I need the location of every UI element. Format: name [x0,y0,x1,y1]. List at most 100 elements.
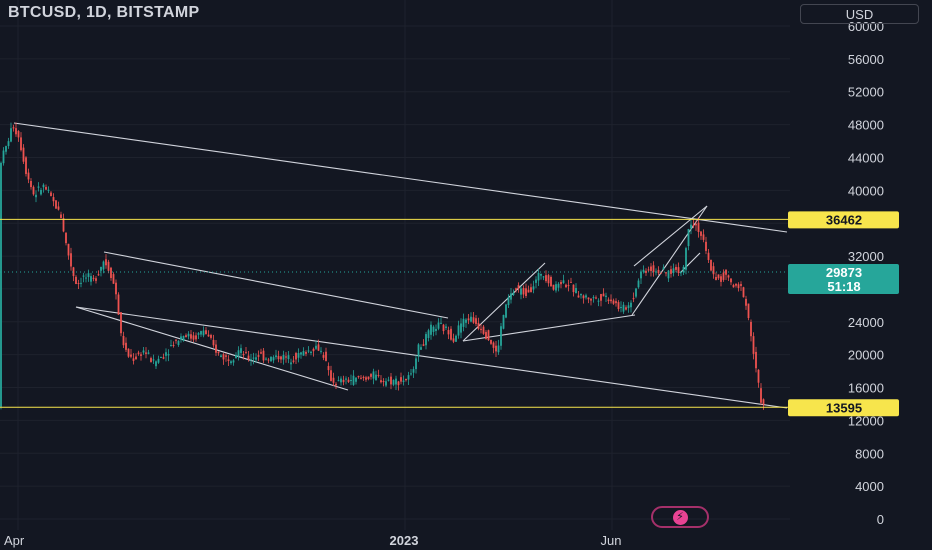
trend-line [75,306,788,409]
candle-body [82,275,85,277]
candle-body [167,354,170,356]
candle-body [670,269,672,274]
candle-body [587,297,590,300]
candle-body [582,295,585,299]
candle-body [50,192,52,197]
candle-body [205,330,207,335]
candle-body [672,268,675,273]
candle-body [675,267,677,270]
candle-body [547,275,550,284]
candle-body [267,359,270,361]
candle-body [112,274,115,284]
candle-body [567,285,570,287]
candle-body [622,304,625,312]
candle-body [430,324,432,335]
candle-body [645,270,647,273]
candle-body [292,360,295,362]
candle-body [762,399,765,405]
candle-body [242,353,245,356]
candle-body [215,344,217,353]
candle-body [540,273,542,276]
candle-body [140,354,142,356]
candle-body [480,328,482,330]
candle-body [520,288,522,295]
candle-body [100,266,102,271]
candle-body [627,305,630,309]
candle-body [150,358,152,363]
candle-body [152,359,155,361]
candle-body [302,351,305,356]
y-tick-label: 44000 [848,150,884,165]
candle-body [575,288,577,294]
candle-body [482,326,485,334]
candle-body [277,355,280,360]
candle-body [542,276,545,278]
candle-body [707,252,710,260]
candle-body [52,197,55,202]
candle-body [590,298,592,301]
candle-body [172,344,175,346]
candle-body [197,333,200,335]
candle-body [207,334,210,337]
candle-body [170,345,172,347]
candle-body [240,348,242,353]
candle-body [260,352,262,354]
candle-body [285,356,287,358]
candle-body [0,162,2,407]
candle-body [465,319,467,323]
candle-body [667,270,670,279]
candle-body [190,334,192,339]
candle-body [85,277,87,279]
candle-body [392,380,395,385]
candle-body [552,284,555,290]
candle-body [432,326,435,332]
candle-body [757,369,760,383]
candle-body [452,338,455,342]
candle-body [310,351,312,354]
candle-body [405,378,407,381]
candle-body [217,351,220,354]
candle-body [565,284,567,288]
candle-body [555,284,557,291]
candle-body [390,376,392,385]
candle-body [400,377,402,382]
candle-body [685,248,687,270]
candle-body [717,274,720,279]
candle-body [570,281,572,283]
candle-body [87,273,90,278]
candle-body [195,335,197,340]
candle-body [407,375,410,380]
candle-body [635,288,637,297]
candle-body [270,356,272,362]
candle-body [245,352,247,354]
candle-body [640,271,642,279]
candle-body [362,376,365,378]
y-tick-label: 52000 [848,85,884,100]
candle-body [155,361,157,367]
candle-body [562,280,565,283]
candle-body [612,300,615,304]
candle-body [500,326,502,346]
candle-body [495,345,497,352]
y-tick-label: 48000 [848,118,884,133]
lightning-bolt-icon[interactable]: ⚡ [651,506,709,528]
candle-body [275,355,277,358]
candle-body [425,334,427,346]
candle-body [132,358,135,361]
candle-body [605,295,607,297]
candle-body [162,357,165,359]
last-price-badge-text: 29873 [826,265,862,280]
candle-body [290,362,292,365]
candle-body [5,146,7,152]
candle-body [317,344,320,351]
y-tick-label: 56000 [848,52,884,67]
candle-body [750,321,752,337]
y-tick-label: 0 [877,512,884,527]
candles [0,122,765,410]
currency-button[interactable]: USD [800,4,919,24]
candle-body [72,267,75,277]
candle-body [512,292,515,295]
candle-body [22,147,25,162]
candle-body [705,241,707,251]
